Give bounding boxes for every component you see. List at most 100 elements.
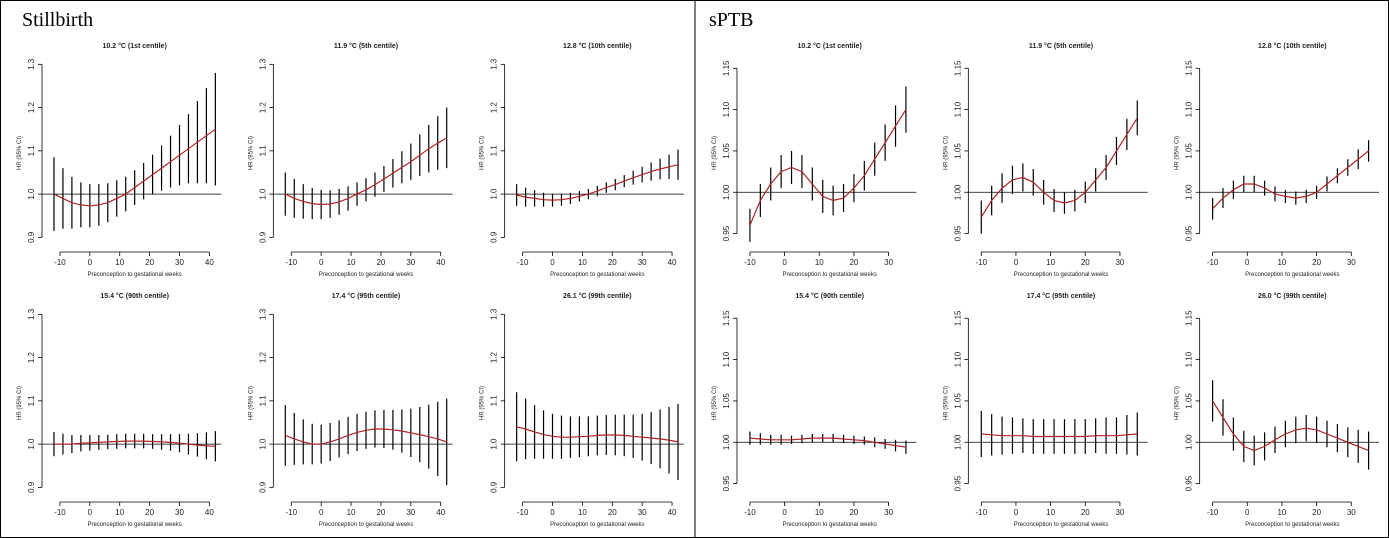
y-tick-label: 0.9 <box>490 231 499 243</box>
y-tick-label: 1.2 <box>490 351 499 363</box>
y-tick-label: 1.1 <box>490 145 499 157</box>
x-tick-label: 30 <box>638 508 647 517</box>
y-axis-label: HR (95% CI) <box>943 386 949 420</box>
x-tick-label: 40 <box>205 258 214 267</box>
x-tick-label: 0 <box>782 258 787 267</box>
estimate-line <box>285 137 448 206</box>
y-tick-label: 0.95 <box>722 475 731 491</box>
chart-title: 15.4 °C (90th centile) <box>100 292 169 300</box>
x-tick-label: 20 <box>145 258 154 267</box>
estimate-line <box>285 428 447 445</box>
y-tick-label: 1.3 <box>27 58 36 70</box>
y-tick-label: 1.00 <box>1185 434 1194 450</box>
y-tick-label: 1.0 <box>258 188 267 200</box>
y-tick-label: 0.9 <box>27 481 36 493</box>
chart-title: 17.4 °C (95th centile) <box>332 292 401 300</box>
y-tick-label: 0.9 <box>258 481 267 493</box>
y-tick-label: 1.1 <box>27 395 36 407</box>
x-tick-label: 10 <box>1046 508 1055 517</box>
x-tick-label: 20 <box>608 508 617 517</box>
x-tick-label: 0 <box>550 258 555 267</box>
x-tick-label: 40 <box>436 258 445 267</box>
x-tick-label: 0 <box>88 508 93 517</box>
y-tick-label: 1.10 <box>722 101 731 117</box>
x-tick-label: 30 <box>406 508 415 517</box>
x-tick-label: 20 <box>608 258 617 267</box>
y-axis-label: HR (95% CI) <box>712 136 718 170</box>
x-tick-label: 10 <box>815 258 824 267</box>
y-tick-label: 1.15 <box>722 60 731 76</box>
x-tick-label: 20 <box>1081 258 1090 267</box>
x-axis-label: Preconception to gestational weeks <box>319 522 413 528</box>
y-tick-label: 1.00 <box>722 434 731 450</box>
x-tick-label: 30 <box>1347 508 1356 517</box>
x-tick-label: 40 <box>668 258 677 267</box>
y-tick-label: 1.10 <box>1185 101 1194 117</box>
x-tick-label: 20 <box>1312 508 1321 517</box>
x-tick-label: 0 <box>319 508 324 517</box>
x-tick-label: 30 <box>638 258 647 267</box>
y-tick-label: 1.00 <box>722 184 731 200</box>
chart-title: 11.9 °C (5th centile) <box>1029 42 1093 50</box>
x-tick-label: 0 <box>550 508 555 517</box>
y-axis-label: HR (95% CI) <box>712 386 718 420</box>
x-tick-label: 30 <box>1115 258 1124 267</box>
y-tick-label: 1.1 <box>258 145 267 157</box>
chart-title: 17.4 °C (95th centile) <box>1027 292 1096 300</box>
estimate-line <box>516 426 679 443</box>
x-tick-label: 30 <box>884 258 893 267</box>
y-tick-label: 1.0 <box>258 438 267 450</box>
y-axis-label: HR (95% CI) <box>248 386 254 420</box>
y-tick-label: 1.15 <box>722 310 731 326</box>
y-tick-label: 0.95 <box>1185 475 1194 491</box>
x-tick-label: 20 <box>1312 258 1321 267</box>
chart-title: 12.8 °C (10th centile) <box>1258 42 1327 50</box>
x-tick-label: 20 <box>1081 508 1090 517</box>
y-axis-label: HR (95% CI) <box>480 136 486 170</box>
x-tick-label: 10 <box>347 508 356 517</box>
x-axis-label: Preconception to gestational weeks <box>1245 272 1339 278</box>
x-tick-label: 10 <box>578 508 587 517</box>
chart-title: 10.2 °C (1st centile) <box>798 42 862 50</box>
y-tick-label: 1.00 <box>1185 184 1194 200</box>
x-tick-label: 20 <box>376 508 385 517</box>
y-tick-label: 1.1 <box>258 395 267 407</box>
y-axis-label: HR (95% CI) <box>17 136 23 170</box>
x-axis-label: Preconception to gestational weeks <box>550 272 644 278</box>
y-tick-label: 1.10 <box>953 351 962 367</box>
y-tick-label: 1.3 <box>490 58 499 70</box>
y-tick-label: 1.05 <box>722 393 731 409</box>
y-tick-label: 1.00 <box>953 434 962 450</box>
x-tick-label: 0 <box>319 258 324 267</box>
x-tick-label: 0 <box>1014 508 1019 517</box>
y-tick-label: 1.15 <box>953 310 962 326</box>
estimate-line <box>1212 400 1369 452</box>
y-tick-label: 1.2 <box>258 351 267 363</box>
y-tick-label: 1.0 <box>27 438 36 450</box>
x-tick-label: -10 <box>286 258 298 267</box>
x-tick-label: -10 <box>286 508 298 517</box>
y-tick-label: 0.9 <box>258 231 267 243</box>
estimate-line <box>53 128 216 207</box>
x-tick-label: 10 <box>1046 258 1055 267</box>
x-tick-label: 30 <box>1115 508 1124 517</box>
x-axis-label: Preconception to gestational weeks <box>1014 522 1108 528</box>
x-axis-label: Preconception to gestational weeks <box>87 272 181 278</box>
y-tick-label: 1.2 <box>27 101 36 113</box>
y-tick-label: 0.9 <box>490 481 499 493</box>
x-tick-label: -10 <box>1207 508 1219 517</box>
estimate-line <box>1212 150 1369 210</box>
x-tick-label: 10 <box>578 258 587 267</box>
x-tick-label: 30 <box>175 258 184 267</box>
x-axis-label: Preconception to gestational weeks <box>1245 522 1339 528</box>
chart-title: 10.2 °C (1st centile) <box>103 42 167 50</box>
x-axis-label: Preconception to gestational weeks <box>87 522 181 528</box>
x-tick-label: 30 <box>406 258 415 267</box>
y-axis-label: HR (95% CI) <box>17 386 23 420</box>
x-tick-label: 10 <box>1277 508 1286 517</box>
estimate-line <box>749 437 906 448</box>
y-tick-label: 1.15 <box>953 60 962 76</box>
estimate-line <box>749 109 907 226</box>
y-tick-label: 1.10 <box>1185 351 1194 367</box>
x-tick-label: -10 <box>975 258 987 267</box>
